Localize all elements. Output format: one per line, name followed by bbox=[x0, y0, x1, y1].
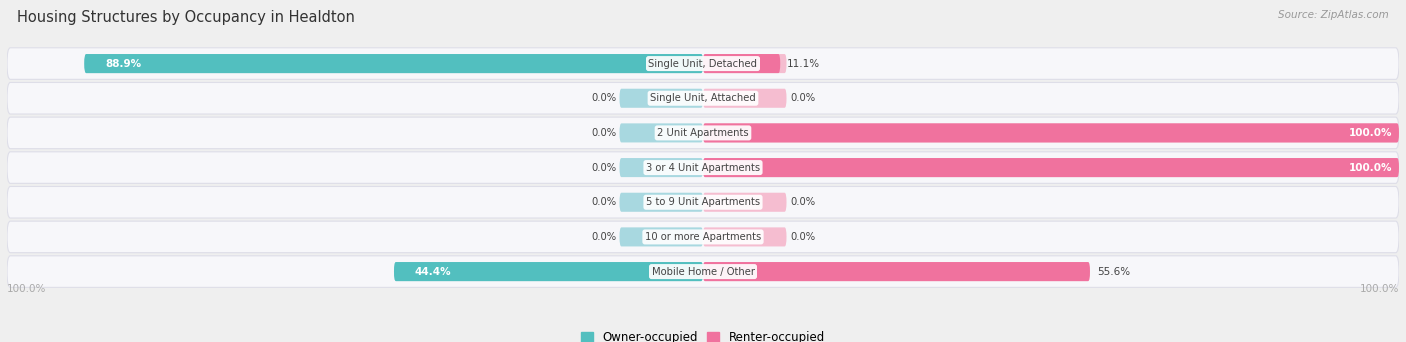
Text: 0.0%: 0.0% bbox=[790, 197, 815, 207]
FancyBboxPatch shape bbox=[620, 123, 703, 143]
Text: 44.4%: 44.4% bbox=[415, 266, 451, 277]
FancyBboxPatch shape bbox=[703, 262, 1090, 281]
FancyBboxPatch shape bbox=[84, 54, 703, 73]
FancyBboxPatch shape bbox=[703, 54, 786, 73]
Text: 11.1%: 11.1% bbox=[787, 58, 820, 69]
Text: 100.0%: 100.0% bbox=[1360, 284, 1399, 294]
Text: 55.6%: 55.6% bbox=[1097, 266, 1130, 277]
Text: 100.0%: 100.0% bbox=[1348, 162, 1392, 173]
Text: Single Unit, Attached: Single Unit, Attached bbox=[650, 93, 756, 103]
Legend: Owner-occupied, Renter-occupied: Owner-occupied, Renter-occupied bbox=[581, 331, 825, 342]
Text: Single Unit, Detached: Single Unit, Detached bbox=[648, 58, 758, 69]
FancyBboxPatch shape bbox=[703, 227, 786, 247]
Text: 100.0%: 100.0% bbox=[7, 284, 46, 294]
Text: Mobile Home / Other: Mobile Home / Other bbox=[651, 266, 755, 277]
Text: 0.0%: 0.0% bbox=[591, 162, 616, 173]
FancyBboxPatch shape bbox=[7, 221, 1399, 253]
Text: 0.0%: 0.0% bbox=[790, 232, 815, 242]
Text: 0.0%: 0.0% bbox=[790, 93, 815, 103]
FancyBboxPatch shape bbox=[7, 82, 1399, 114]
FancyBboxPatch shape bbox=[7, 117, 1399, 149]
FancyBboxPatch shape bbox=[7, 152, 1399, 183]
FancyBboxPatch shape bbox=[620, 227, 703, 247]
FancyBboxPatch shape bbox=[394, 262, 703, 281]
FancyBboxPatch shape bbox=[703, 262, 1090, 281]
Text: Housing Structures by Occupancy in Healdton: Housing Structures by Occupancy in Heald… bbox=[17, 10, 354, 25]
FancyBboxPatch shape bbox=[703, 54, 780, 73]
FancyBboxPatch shape bbox=[620, 158, 703, 177]
Text: 0.0%: 0.0% bbox=[591, 197, 616, 207]
Text: 88.9%: 88.9% bbox=[105, 58, 141, 69]
FancyBboxPatch shape bbox=[620, 89, 703, 108]
Text: 0.0%: 0.0% bbox=[591, 128, 616, 138]
FancyBboxPatch shape bbox=[84, 54, 703, 73]
FancyBboxPatch shape bbox=[394, 262, 703, 281]
Text: 3 or 4 Unit Apartments: 3 or 4 Unit Apartments bbox=[645, 162, 761, 173]
FancyBboxPatch shape bbox=[703, 158, 1399, 177]
FancyBboxPatch shape bbox=[703, 193, 786, 212]
Text: 0.0%: 0.0% bbox=[591, 93, 616, 103]
Text: 5 to 9 Unit Apartments: 5 to 9 Unit Apartments bbox=[645, 197, 761, 207]
FancyBboxPatch shape bbox=[7, 186, 1399, 218]
FancyBboxPatch shape bbox=[620, 193, 703, 212]
FancyBboxPatch shape bbox=[703, 89, 786, 108]
Text: 0.0%: 0.0% bbox=[591, 232, 616, 242]
FancyBboxPatch shape bbox=[703, 158, 1399, 177]
FancyBboxPatch shape bbox=[7, 48, 1399, 79]
FancyBboxPatch shape bbox=[703, 123, 1399, 143]
FancyBboxPatch shape bbox=[703, 123, 1399, 143]
Text: 100.0%: 100.0% bbox=[1348, 128, 1392, 138]
Text: 2 Unit Apartments: 2 Unit Apartments bbox=[657, 128, 749, 138]
Text: Source: ZipAtlas.com: Source: ZipAtlas.com bbox=[1278, 10, 1389, 20]
FancyBboxPatch shape bbox=[7, 256, 1399, 287]
Text: 10 or more Apartments: 10 or more Apartments bbox=[645, 232, 761, 242]
